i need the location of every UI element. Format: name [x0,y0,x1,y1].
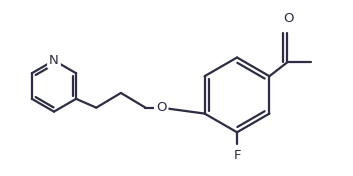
Text: F: F [233,149,241,162]
Text: O: O [156,101,167,114]
Text: O: O [283,12,293,25]
Text: N: N [49,54,59,67]
